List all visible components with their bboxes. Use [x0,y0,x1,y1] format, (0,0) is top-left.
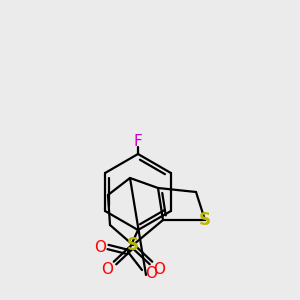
Text: O: O [101,262,113,277]
Text: F: F [134,134,142,149]
Text: O: O [94,239,106,254]
Text: O: O [145,266,157,280]
Text: S: S [127,236,139,254]
Text: O: O [153,262,165,277]
Text: S: S [199,211,211,229]
